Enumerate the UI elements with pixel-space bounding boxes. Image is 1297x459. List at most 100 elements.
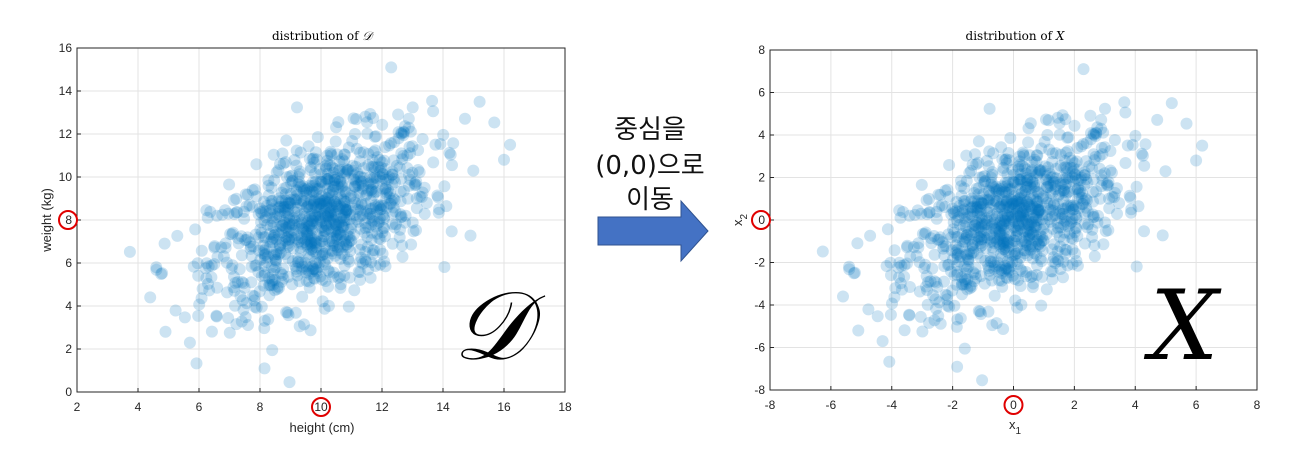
- scatter-point: [1069, 200, 1082, 212]
- scatter-point: [274, 267, 287, 279]
- scatter-point: [894, 211, 907, 224]
- scatter-point: [255, 226, 268, 239]
- scatter-point: [284, 188, 297, 200]
- scatter-point: [1035, 142, 1048, 155]
- scatter-point: [374, 170, 387, 183]
- scatter-point: [229, 299, 241, 312]
- scatter-point: [1056, 109, 1069, 122]
- scatter-point: [943, 190, 956, 203]
- scatter-point: [311, 229, 324, 242]
- scatter-point: [1011, 247, 1024, 260]
- scatter-point: [352, 265, 365, 278]
- scatter-point: [1033, 204, 1045, 217]
- scatter-point: [1044, 187, 1057, 199]
- scatter-point: [952, 205, 965, 218]
- scatter-point: [1046, 255, 1059, 268]
- scatter-point: [941, 289, 954, 302]
- scatter-point: [1026, 175, 1039, 188]
- scatter-point: [982, 305, 995, 318]
- scatter-point: [974, 251, 987, 264]
- scatter-point: [1020, 224, 1033, 237]
- scatter-point: [1002, 186, 1015, 199]
- scatter-point: [444, 148, 457, 161]
- scatter-point: [903, 309, 916, 322]
- scatter-point: [1044, 215, 1057, 228]
- scatter-point: [303, 203, 316, 216]
- scatter-point: [335, 219, 348, 232]
- x-tick-label: 12: [375, 400, 389, 414]
- scatter-point: [308, 236, 321, 249]
- scatter-point: [996, 210, 1009, 223]
- scatter-point: [316, 249, 329, 262]
- scatter-point: [1013, 155, 1026, 168]
- chart-title-x: distribution of X: [966, 29, 1065, 43]
- scatter-point: [340, 163, 353, 176]
- scatter-point: [227, 194, 240, 207]
- scatter-point: [1058, 185, 1071, 198]
- scatter-point: [254, 253, 267, 266]
- scatter-point: [263, 272, 276, 284]
- scatter-point: [394, 185, 407, 198]
- scatter-point: [1020, 205, 1033, 217]
- scatter-point: [960, 248, 973, 261]
- scatter-point: [269, 261, 282, 274]
- scatter-point: [295, 232, 308, 244]
- scatter-point: [263, 204, 276, 217]
- scatter-point: [343, 255, 356, 268]
- scatter-point: [1075, 191, 1088, 204]
- scatter-point: [323, 206, 336, 219]
- scatter-point: [1036, 213, 1049, 226]
- scatter-point: [261, 218, 274, 231]
- scatter-point: [919, 226, 932, 239]
- scatter-point: [395, 127, 408, 140]
- scatter-point: [945, 244, 958, 257]
- scatter-point: [1032, 213, 1045, 226]
- scatter-point: [1061, 186, 1074, 199]
- scatter-point: [364, 271, 377, 284]
- scatter-point: [1034, 223, 1047, 236]
- scatter-point: [1064, 216, 1077, 229]
- scatter-point: [967, 246, 980, 259]
- scatter-point: [362, 263, 375, 276]
- scatter-point: [216, 208, 229, 221]
- scatter-point: [367, 160, 380, 173]
- scatter-point: [150, 263, 163, 276]
- scatter-point: [1063, 227, 1076, 240]
- scatter-point: [329, 249, 341, 262]
- scatter-point: [996, 217, 1009, 230]
- scatter-point: [932, 309, 945, 322]
- scatter-point: [336, 180, 348, 193]
- scatter-point: [1007, 215, 1020, 228]
- scatter-point: [284, 197, 297, 210]
- scatter-point: [362, 147, 375, 160]
- scatter-point: [319, 160, 332, 173]
- scatter-point: [969, 219, 982, 232]
- scatter-point: [1102, 224, 1115, 237]
- scatter-point: [327, 214, 340, 226]
- scatter-point: [361, 231, 374, 243]
- y-tick-highlight-circle: [58, 210, 78, 230]
- scatter-point: [1136, 149, 1149, 162]
- scatter-point: [270, 233, 283, 246]
- scatter-point: [195, 244, 208, 257]
- scatter-point: [322, 187, 335, 200]
- scatter-point: [385, 61, 398, 74]
- scatter-point: [1010, 207, 1022, 220]
- scatter-point: [337, 221, 350, 234]
- scatter-point: [989, 180, 1002, 193]
- scatter-point: [344, 189, 357, 202]
- scatter-point: [262, 313, 275, 326]
- scatter-point: [996, 186, 1009, 199]
- scatter-point: [296, 260, 309, 273]
- scatter-point: [1018, 199, 1031, 212]
- scatter-point: [979, 224, 992, 237]
- scatter-point: [337, 166, 349, 179]
- scatter-point: [307, 212, 320, 224]
- scatter-point: [943, 300, 956, 313]
- scatter-point: [306, 241, 319, 254]
- scatter-point: [293, 168, 306, 181]
- scatter-point: [364, 108, 377, 120]
- scatter-point: [1096, 148, 1109, 161]
- scatter-point: [333, 202, 345, 215]
- scatter-point: [960, 174, 973, 187]
